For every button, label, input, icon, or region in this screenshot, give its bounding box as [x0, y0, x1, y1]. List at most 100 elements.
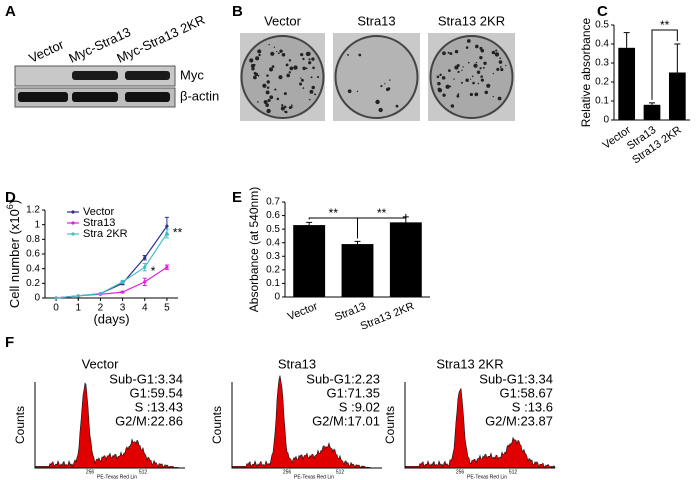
legend-label: Vector	[83, 206, 115, 218]
colony	[457, 70, 460, 74]
error-bar	[142, 254, 147, 261]
y-axis-label-part: )	[7, 200, 22, 204]
bar	[643, 104, 661, 120]
error-bar	[120, 290, 125, 294]
colony	[437, 87, 441, 91]
colony	[288, 71, 291, 74]
histogram-stat: Sub-G1:3.34	[109, 371, 183, 386]
colony	[257, 49, 262, 54]
colony	[492, 95, 494, 98]
colony	[480, 78, 484, 82]
colony	[497, 96, 502, 101]
colony	[498, 60, 503, 64]
colony	[281, 52, 286, 57]
panel-label: C	[597, 3, 608, 20]
band	[18, 92, 68, 102]
histogram-axes	[231, 382, 382, 469]
colony	[290, 106, 293, 109]
band-label: Myc	[180, 67, 204, 82]
histogram	[34, 382, 185, 469]
y-tick-label: 0.6	[266, 210, 280, 221]
bar	[293, 225, 326, 297]
colony	[461, 69, 463, 71]
colony	[284, 110, 287, 113]
colony	[347, 89, 352, 94]
x-tick-label: Stra13 2KR	[359, 300, 416, 332]
colony	[312, 66, 315, 70]
colony	[283, 105, 287, 109]
colony	[467, 61, 470, 64]
colony	[265, 103, 269, 107]
colony	[479, 67, 482, 70]
colony	[309, 89, 314, 94]
panel-label: B	[232, 3, 243, 20]
histogram-stat: G2/M:17.01	[312, 413, 380, 428]
colony	[308, 61, 312, 65]
histogram	[404, 387, 556, 469]
colony	[300, 77, 302, 79]
colony	[305, 51, 311, 57]
colony	[491, 50, 496, 55]
colony	[445, 84, 450, 89]
y-tick-label: 0	[603, 115, 609, 126]
colony	[472, 81, 475, 85]
colony	[300, 53, 304, 57]
colony	[465, 46, 469, 49]
colony	[480, 75, 483, 78]
bar	[668, 72, 686, 120]
histogram-tick: 512	[139, 469, 148, 475]
y-tick-label: 0.2	[26, 278, 40, 289]
colony	[465, 78, 469, 82]
dish	[334, 35, 419, 119]
colony	[279, 49, 283, 53]
colony	[253, 71, 257, 75]
panel-label: E	[232, 189, 242, 206]
colony	[484, 90, 489, 95]
annotation: **	[173, 226, 183, 240]
y-axis-label: Relative absorbance	[579, 17, 593, 127]
error-bar	[674, 43, 681, 73]
colony	[466, 39, 471, 43]
y-tick-label: 0.6	[26, 249, 40, 260]
panel-label: F	[5, 334, 14, 351]
colony	[476, 70, 481, 74]
colony	[471, 75, 474, 78]
colony	[378, 107, 383, 113]
colony	[347, 54, 349, 56]
colony	[265, 90, 270, 95]
x-tick-label: Vector	[286, 300, 320, 323]
colony	[494, 52, 500, 57]
y-tick-label: 0.2	[266, 264, 280, 275]
y-tick-label: 0.4	[266, 237, 280, 248]
colony	[450, 104, 455, 108]
bar	[341, 244, 374, 297]
series-line	[56, 233, 168, 299]
colony	[249, 58, 254, 63]
histogram-axes	[404, 382, 555, 469]
y-tick-label: 0.7	[266, 197, 280, 208]
colony	[456, 64, 460, 68]
colony	[289, 66, 294, 71]
y-axis-label-part: Cell number (x10	[7, 209, 22, 308]
histogram-stat: S :9.02	[339, 399, 380, 414]
colony	[483, 61, 487, 65]
x-tick-label: 0	[53, 303, 59, 314]
colony	[286, 73, 290, 78]
colony	[271, 65, 275, 68]
x-tick-label: 3	[120, 303, 126, 314]
colony	[253, 75, 257, 80]
point	[76, 294, 80, 298]
colony	[441, 76, 446, 80]
error-bar	[164, 264, 169, 270]
legend-label: Stra13	[83, 217, 115, 229]
colony	[278, 75, 283, 80]
error-bar	[354, 240, 361, 245]
colony	[311, 85, 315, 90]
colony	[449, 85, 452, 88]
colony	[267, 98, 271, 103]
colony	[447, 69, 451, 73]
histogram-xlabel: PE-Texas Red Lin	[294, 474, 334, 480]
colony	[276, 97, 280, 101]
y-tick-label: 0.5	[595, 20, 609, 31]
